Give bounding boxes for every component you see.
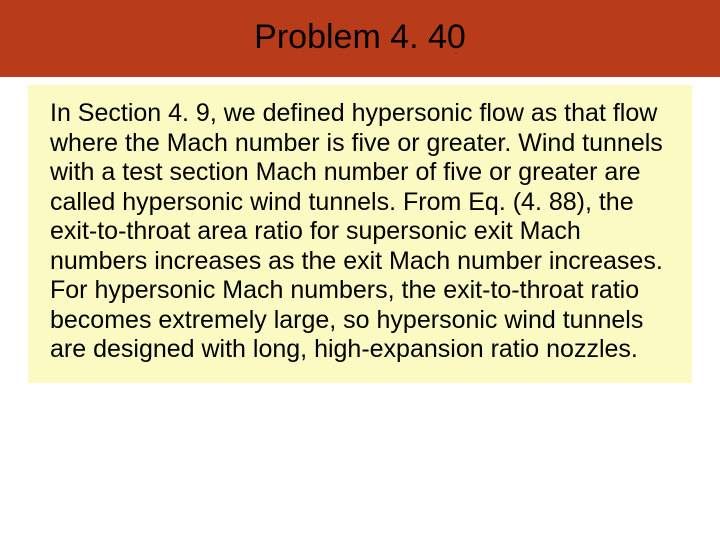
slide-header: Problem 4. 40 xyxy=(0,0,720,77)
content-box: In Section 4. 9, we defined hypersonic f… xyxy=(28,85,692,383)
slide-title: Problem 4. 40 xyxy=(0,18,720,57)
content-wrapper: In Section 4. 9, we defined hypersonic f… xyxy=(0,77,720,383)
body-text: In Section 4. 9, we defined hypersonic f… xyxy=(50,99,670,365)
